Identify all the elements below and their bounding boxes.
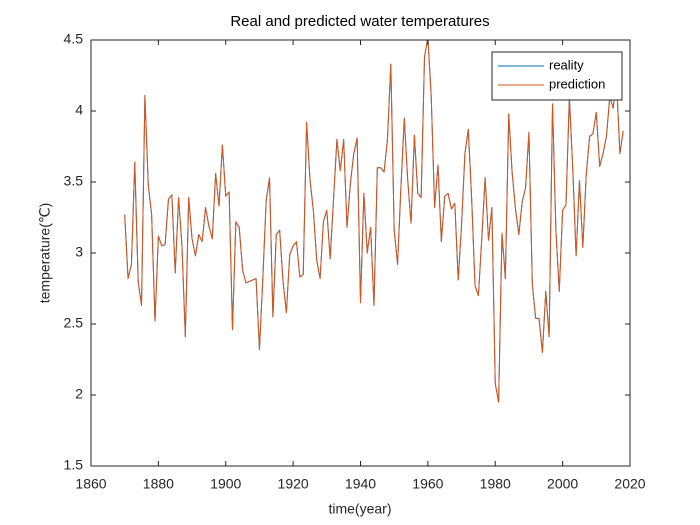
y-tick-label: 2 xyxy=(75,386,83,402)
x-tick-label: 1860 xyxy=(75,476,106,492)
legend-label: reality xyxy=(549,57,584,72)
x-tick-label: 2000 xyxy=(547,476,578,492)
chart-title: Real and predicted water temperatures xyxy=(230,13,489,30)
x-axis-label: time(year) xyxy=(328,501,391,517)
y-axis-label: temperature(℃) xyxy=(37,203,53,304)
plot-area xyxy=(91,40,630,466)
y-tick-label: 4.5 xyxy=(64,31,84,47)
x-tick-label: 1960 xyxy=(412,476,443,492)
axes-box xyxy=(90,39,631,467)
legend-label: prediction xyxy=(549,76,605,91)
y-tick-label: 2.5 xyxy=(64,315,84,331)
y-tick-label: 4 xyxy=(75,102,83,118)
y-tick-label: 3.5 xyxy=(64,173,84,189)
y-tick-label: 3 xyxy=(75,244,83,260)
x-tick-label: 1900 xyxy=(210,476,241,492)
y-tick-label: 1.5 xyxy=(64,457,84,473)
x-tick-label: 1880 xyxy=(143,476,174,492)
x-tick-label: 1940 xyxy=(345,476,376,492)
lines xyxy=(124,40,624,403)
x-tick-label: 1920 xyxy=(278,476,309,492)
legend-box xyxy=(491,51,623,101)
series-line xyxy=(124,40,624,403)
x-tick-label: 1980 xyxy=(480,476,511,492)
x-tick-label: 2020 xyxy=(614,476,645,492)
